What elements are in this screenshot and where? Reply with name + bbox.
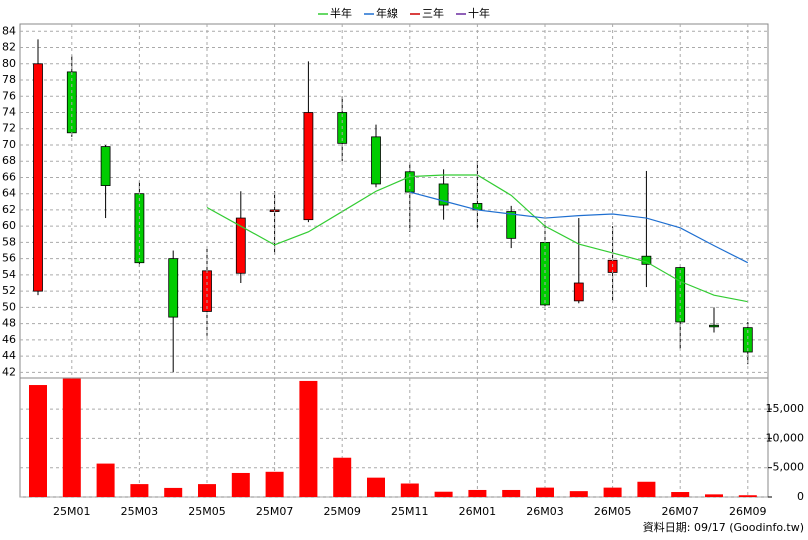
volume-bar xyxy=(468,489,487,497)
volume-bar xyxy=(367,477,385,497)
footer: 資料日期: 09/17 (Goodinfo.tw) xyxy=(643,520,804,534)
x-tick-label: 26M05 xyxy=(594,505,632,518)
y2-tick-label: 0 xyxy=(797,490,804,503)
y-tick-label: 78 xyxy=(2,73,16,86)
volume-bar xyxy=(299,380,318,497)
y-tick-label: 42 xyxy=(2,365,16,378)
x-tick-label: 25M07 xyxy=(256,505,294,518)
volume-bar xyxy=(333,457,352,497)
volume-bar xyxy=(705,494,723,497)
y2-tick-label: 10,000 xyxy=(766,431,805,444)
y-tick-label: 82 xyxy=(2,41,16,54)
candle-body xyxy=(438,183,449,206)
x-tick-label: 26M07 xyxy=(661,505,699,518)
candle-body xyxy=(100,146,111,186)
volume-bar xyxy=(62,378,81,497)
volume-bar xyxy=(603,487,622,497)
legend-label: 三年 xyxy=(422,6,444,20)
y-tick-label: 62 xyxy=(2,203,16,216)
price-frame xyxy=(19,23,769,379)
x-tick-label: 26M01 xyxy=(459,505,497,518)
y-tick-label: 56 xyxy=(2,252,16,265)
volume-bar xyxy=(502,489,521,497)
y-tick-label: 58 xyxy=(2,235,16,248)
x-tick-label: 25M11 xyxy=(391,505,429,518)
y-tick-label: 72 xyxy=(2,122,16,135)
candle-body xyxy=(33,63,43,292)
volume-bar xyxy=(536,487,554,497)
x-tick-label: 26M03 xyxy=(526,505,564,518)
volume-bar xyxy=(434,491,453,497)
volume-bar xyxy=(671,492,690,497)
y-tick-label: 74 xyxy=(2,106,16,119)
y-tick-label: 48 xyxy=(2,317,16,330)
candle-body xyxy=(235,217,246,274)
ma-line xyxy=(409,191,749,264)
legend-label: 年線 xyxy=(376,6,398,20)
volume-bar xyxy=(96,463,115,497)
y-tick-label: 80 xyxy=(2,57,16,70)
y2-tick-label: 5,000 xyxy=(773,461,805,474)
candle-body xyxy=(371,136,381,185)
candle-body xyxy=(742,327,753,353)
y-tick-label: 76 xyxy=(2,89,16,102)
candle-body xyxy=(506,211,517,239)
volume-bar xyxy=(637,481,656,497)
x-tick-label: 25M05 xyxy=(188,505,226,518)
volume-bar xyxy=(569,491,588,497)
y-tick-label: 84 xyxy=(2,24,16,37)
legend-label: 半年 xyxy=(330,6,352,20)
x-tick-label: 26M09 xyxy=(729,505,767,518)
y-tick-label: 66 xyxy=(2,170,16,183)
y2-tick-label: 15,000 xyxy=(766,402,805,415)
candle-body xyxy=(573,282,584,302)
x-tick-label: 25M09 xyxy=(323,505,361,518)
volume-bar xyxy=(231,472,250,497)
candle-body xyxy=(303,112,314,221)
y-tick-label: 52 xyxy=(2,284,16,297)
volume-bar xyxy=(400,483,419,497)
legend-label: 十年 xyxy=(468,6,490,20)
volume-bar xyxy=(164,487,183,497)
y-tick-label: 54 xyxy=(2,268,16,281)
candle-body xyxy=(709,324,719,328)
y-tick-label: 44 xyxy=(2,349,16,362)
x-tick-label: 25M03 xyxy=(121,505,159,518)
y-tick-label: 70 xyxy=(2,138,16,151)
volume-bar xyxy=(265,471,284,497)
x-tick-label: 25M01 xyxy=(53,505,91,518)
volume-frame xyxy=(19,377,769,498)
y-tick-label: 64 xyxy=(2,187,16,200)
y-tick-label: 68 xyxy=(2,154,16,167)
y-tick-label: 60 xyxy=(2,219,16,232)
y-tick-label: 50 xyxy=(2,300,16,313)
candle-body xyxy=(168,258,179,318)
volume-bar xyxy=(29,385,47,497)
volume-bar xyxy=(198,484,216,497)
volume-bar xyxy=(738,495,757,497)
volume-bar xyxy=(130,484,149,497)
y-tick-label: 46 xyxy=(2,333,16,346)
